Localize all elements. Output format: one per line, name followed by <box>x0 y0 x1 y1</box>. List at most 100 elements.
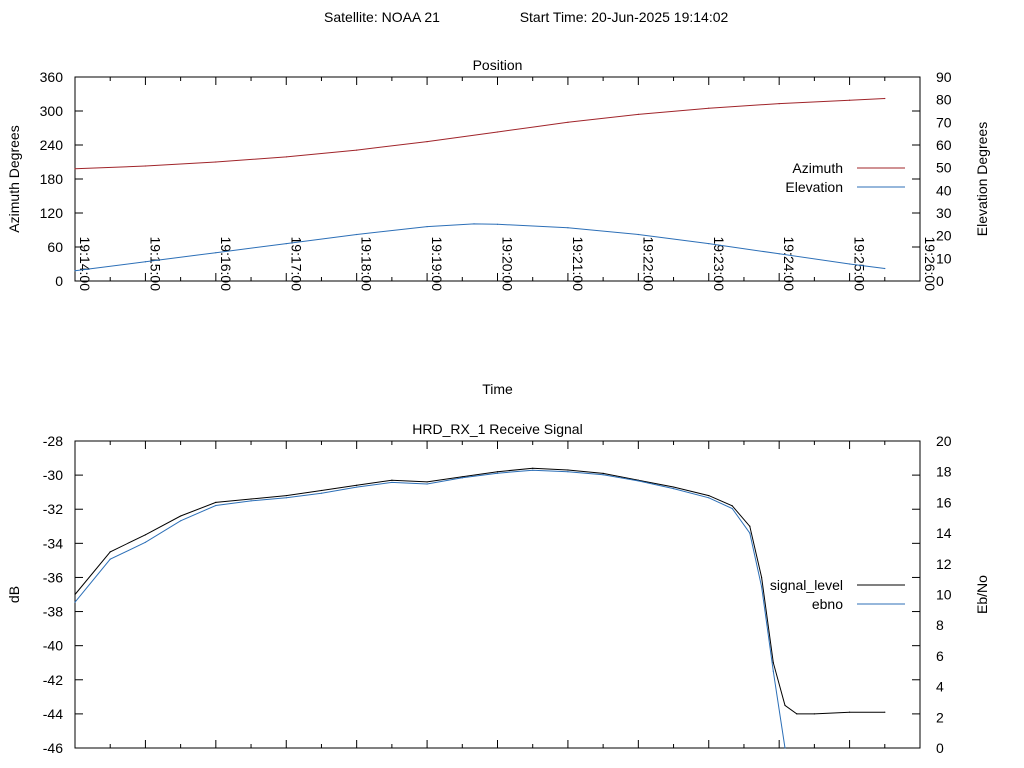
data-point-signal_level <box>784 704 786 706</box>
left-y-tick-label: 0 <box>55 273 63 289</box>
data-point-Azimuth <box>567 121 569 123</box>
data-point-signal_level <box>731 505 733 507</box>
data-point-Elevation <box>496 223 499 225</box>
right-y-tick-label: 4 <box>936 679 944 695</box>
data-point-signal_level <box>760 576 763 579</box>
right-y-tick-label: 8 <box>936 617 944 633</box>
chart-title: Position <box>473 57 523 73</box>
left-y-tick-label: -38 <box>43 604 63 620</box>
data-point-ebno <box>772 670 774 672</box>
data-point-signal_level <box>848 711 851 713</box>
data-point-ebno <box>532 469 534 471</box>
legend-label-ebno: ebno <box>812 596 843 612</box>
data-point-signal_level <box>749 525 751 527</box>
left-y-tick-label: 300 <box>40 103 64 119</box>
right-y-tick-label: 2 <box>936 709 944 725</box>
data-point-ebno <box>356 486 358 488</box>
right-y-tick-label: 20 <box>936 228 952 244</box>
data-point-Azimuth <box>637 113 639 115</box>
x-tick-label: 19:21:00 <box>570 237 586 292</box>
right-y-tick-label: 0 <box>936 740 944 756</box>
x-tick-label: 19:22:00 <box>640 237 656 292</box>
data-point-ebno <box>672 487 675 490</box>
data-point-signal_level <box>813 713 815 715</box>
data-point-signal_level <box>796 713 798 715</box>
data-point-Azimuth <box>74 168 76 170</box>
data-point-signal_level <box>496 471 499 473</box>
data-point-Elevation <box>778 253 780 255</box>
data-point-signal_level <box>672 486 675 488</box>
data-point-signal_level <box>426 481 428 483</box>
data-point-ebno <box>144 541 147 543</box>
data-point-ebno <box>784 747 786 749</box>
right-y-tick-label: 10 <box>936 250 952 266</box>
series-line-Azimuth <box>74 98 885 170</box>
left-y-tick-label: -40 <box>43 638 63 654</box>
data-point-signal_level <box>884 711 886 713</box>
left-y-tick-label: -28 <box>43 433 63 449</box>
x-tick-label: 19:18:00 <box>359 237 375 292</box>
x-tick-label: 19:25:00 <box>852 237 868 292</box>
data-point-ebno <box>320 492 323 494</box>
receive-signal-chart: HRD_RX_1 Receive Signal -46 -44 -42 -40 -38 -3… <box>6 421 990 756</box>
data-point-signal_level <box>567 469 569 471</box>
legend-label-signal_level: signal_level <box>770 577 843 593</box>
data-point-signal_level <box>74 593 76 596</box>
data-point-ebno <box>567 471 569 473</box>
right-y-tick-label: 14 <box>936 525 952 541</box>
data-point-signal_level <box>602 472 604 475</box>
data-point-Azimuth <box>215 161 217 163</box>
data-point-Elevation <box>473 223 475 225</box>
left-y-tick-label: -46 <box>43 740 63 756</box>
x-axis-label: Time <box>482 381 513 397</box>
data-point-ebno <box>708 497 710 499</box>
right-y-tick-label: 80 <box>936 92 952 108</box>
data-point-signal_level <box>532 467 534 469</box>
left-axis-label: dB <box>6 586 22 603</box>
data-point-signal_level <box>391 479 393 481</box>
data-point-Elevation <box>426 226 428 228</box>
data-point-Elevation <box>74 270 76 272</box>
left-y-tick-label: 180 <box>40 171 64 187</box>
data-point-Azimuth <box>356 149 358 151</box>
data-point-Azimuth <box>426 141 428 143</box>
x-tick-label: 19:14:00 <box>77 237 93 292</box>
legend-label-Elevation: Elevation <box>785 179 843 195</box>
left-y-tick-label: 60 <box>47 239 63 255</box>
data-point-Azimuth <box>708 107 710 109</box>
right-y-tick-label: 30 <box>936 205 952 221</box>
left-y-tick-label: 120 <box>40 205 64 221</box>
data-point-ebno <box>109 558 111 560</box>
right-y-tick-label: 50 <box>936 160 952 176</box>
right-y-tick-label: 16 <box>936 494 952 510</box>
data-point-Azimuth <box>144 165 147 167</box>
data-point-ebno <box>426 483 428 485</box>
x-tick-label: 19:19:00 <box>429 237 445 292</box>
series-line-Elevation <box>74 223 885 272</box>
right-y-tick-label: 12 <box>936 556 952 572</box>
data-point-ebno <box>731 507 733 510</box>
x-tick-label: 19:15:00 <box>147 237 163 292</box>
left-y-tick-label: -44 <box>43 706 63 722</box>
data-point-signal_level <box>250 498 252 500</box>
data-point-Elevation <box>884 267 886 270</box>
data-point-Elevation <box>708 243 710 245</box>
data-point-Elevation <box>144 261 147 263</box>
right-y-tick-label: 90 <box>936 69 952 85</box>
data-point-ebno <box>760 586 763 588</box>
data-point-Azimuth <box>848 99 851 101</box>
x-tick-label: 19:23:00 <box>711 237 727 292</box>
data-point-Elevation <box>285 243 287 245</box>
x-tick-label: 19:20:00 <box>500 237 516 292</box>
right-axis-label: Elevation Degrees <box>974 122 990 236</box>
right-y-tick-label: 0 <box>936 273 944 289</box>
data-point-Elevation <box>567 227 569 229</box>
data-point-ebno <box>391 481 393 484</box>
data-point-Azimuth <box>884 97 886 100</box>
right-y-tick-label: 18 <box>936 464 952 480</box>
x-tick-label: 19:16:00 <box>218 237 234 292</box>
data-point-ebno <box>496 472 499 474</box>
data-point-signal_level <box>215 501 217 503</box>
left-y-tick-label: -32 <box>43 501 63 517</box>
left-y-tick-label: -30 <box>43 467 63 483</box>
